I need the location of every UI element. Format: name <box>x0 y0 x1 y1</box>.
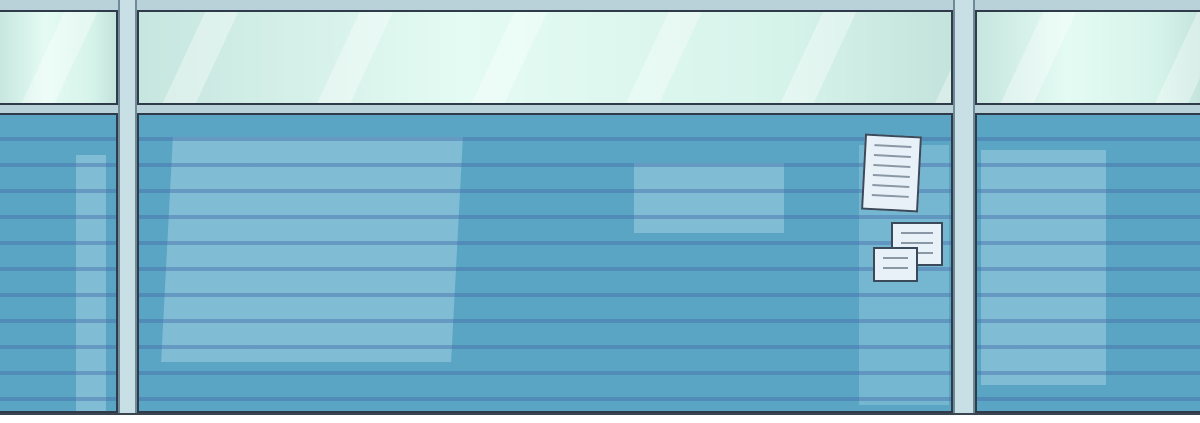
glass-pane-left <box>0 113 118 413</box>
glass-pane-right <box>975 113 1200 413</box>
floor-line <box>0 413 1200 415</box>
glass-pane-center <box>137 113 953 413</box>
window-post-left <box>118 0 137 415</box>
transom-left <box>0 10 118 105</box>
sticky-note-small <box>873 247 918 282</box>
chair-reflection <box>634 163 784 233</box>
window-post-right <box>953 0 975 415</box>
paper-note-large <box>861 133 922 213</box>
window-blinds <box>139 115 951 411</box>
transom-center <box>137 10 953 105</box>
transom-right <box>975 10 1200 105</box>
